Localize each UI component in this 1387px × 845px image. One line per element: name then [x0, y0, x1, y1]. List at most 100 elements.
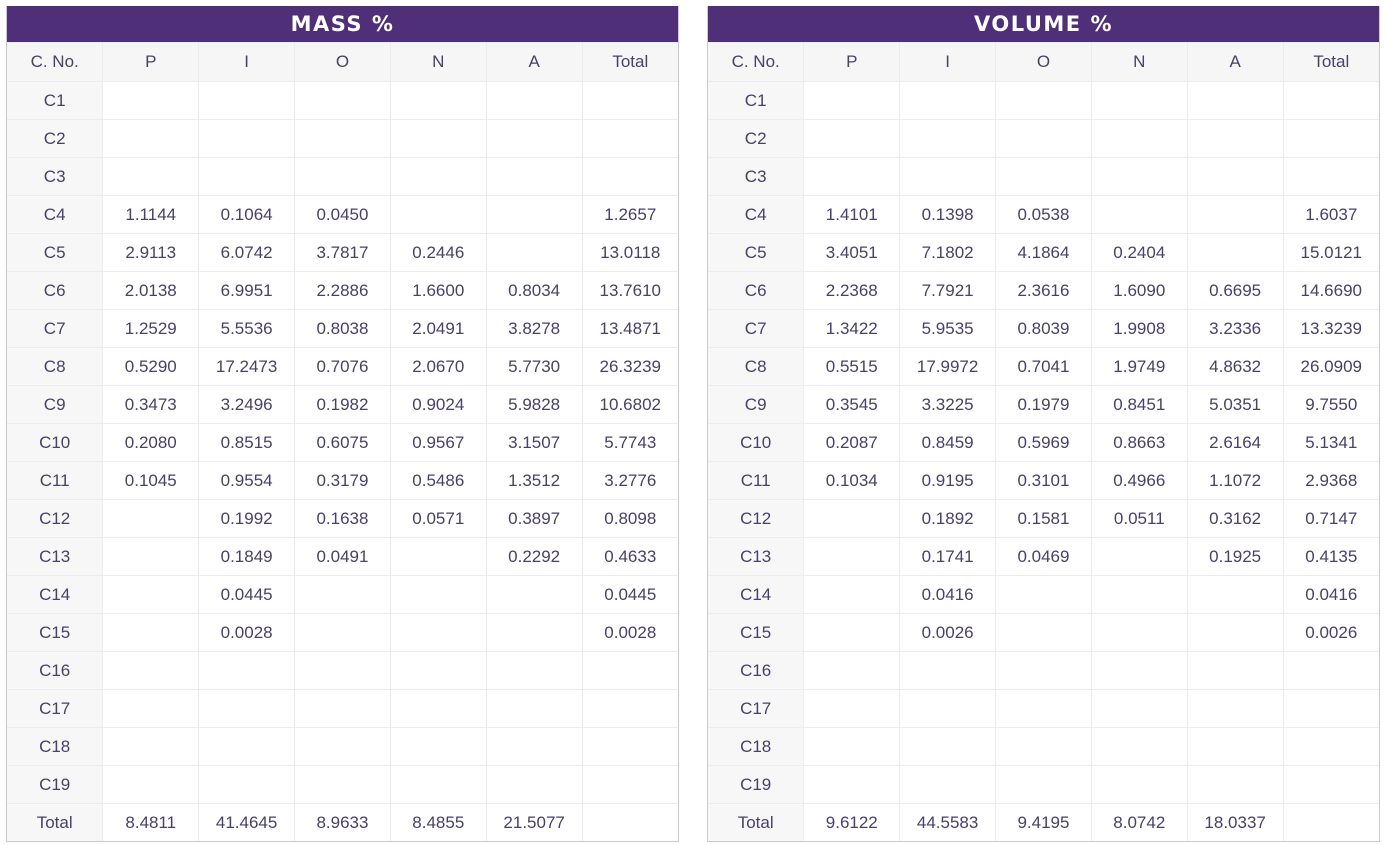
carbon-number-cell: C15	[7, 613, 104, 652]
carbon-number-cell: C8	[708, 347, 805, 386]
value-cell: 0.2404	[1090, 233, 1188, 272]
column-header: Total	[581, 42, 678, 82]
value-cell: 2.9113	[102, 233, 200, 272]
table-row: C8 0.5290 17.2473 0.7076 2.0670 5.7730 26.3239	[7, 347, 678, 386]
value-cell	[485, 727, 583, 766]
value-cell: 0.1892	[899, 499, 997, 538]
value-cell: 0.6695	[1186, 271, 1284, 310]
value-cell	[1186, 727, 1284, 766]
value-cell	[389, 727, 487, 766]
value-cell: 0.0416	[1282, 575, 1379, 614]
value-cell: 2.6164	[1186, 423, 1284, 462]
value-cell	[1090, 727, 1188, 766]
value-cell: 0.8038	[294, 309, 391, 348]
value-cell: 0.0469	[995, 537, 1092, 576]
value-cell	[198, 119, 296, 158]
value-cell: 0.3162	[1186, 499, 1284, 538]
table-row: C18	[7, 727, 678, 766]
value-cell	[1282, 689, 1379, 728]
table-row: C5 3.4051 7.1802 4.1864 0.2404 15.0121	[708, 233, 1379, 272]
value-cell	[1282, 651, 1379, 690]
value-cell	[803, 575, 901, 614]
value-cell: 9.7550	[1282, 385, 1379, 424]
value-cell: 0.5969	[995, 423, 1092, 462]
value-cell	[294, 157, 391, 196]
table-row: C1	[708, 81, 1379, 120]
table-row: C12 0.1892 0.1581 0.0511 0.3162 0.7147	[708, 499, 1379, 538]
value-cell	[389, 81, 487, 120]
column-header: I	[899, 42, 997, 82]
value-cell: 0.0445	[581, 575, 678, 614]
carbon-number-cell: C4	[708, 195, 805, 234]
value-cell	[1186, 765, 1284, 804]
value-cell: 0.0026	[899, 613, 997, 652]
table-row: C12 0.1992 0.1638 0.0571 0.3897 0.8098	[7, 499, 678, 538]
value-cell: 0.8515	[198, 423, 296, 462]
table-row: C5 2.9113 6.0742 3.7817 0.2446 13.0118	[7, 233, 678, 272]
table-row: C4 1.4101 0.1398 0.0538 1.6037	[708, 195, 1379, 234]
value-cell: 44.5583	[899, 803, 997, 841]
value-cell	[995, 689, 1092, 728]
value-cell	[389, 689, 487, 728]
value-cell: 0.1849	[198, 537, 296, 576]
table-row: C7 1.3422 5.9535 0.8039 1.9908 3.2336 13.3239	[708, 309, 1379, 348]
value-cell: 8.4855	[389, 803, 487, 841]
value-cell: 3.2496	[198, 385, 296, 424]
carbon-number-cell: C12	[708, 499, 805, 538]
table-row: C17	[7, 689, 678, 728]
table-row: C15 0.0026 0.0026	[708, 613, 1379, 652]
value-cell	[803, 81, 901, 120]
value-cell	[102, 119, 200, 158]
column-header: O	[995, 42, 1092, 82]
value-cell	[102, 727, 200, 766]
value-cell: 1.6037	[1282, 195, 1379, 234]
value-cell	[995, 81, 1092, 120]
value-cell	[1090, 157, 1188, 196]
value-cell: 0.1064	[198, 195, 296, 234]
carbon-number-cell: C3	[708, 157, 805, 196]
value-cell	[995, 157, 1092, 196]
value-cell: 5.7730	[485, 347, 583, 386]
value-cell: 8.9633	[294, 803, 391, 841]
value-cell: 0.7041	[995, 347, 1092, 386]
value-cell: 0.1741	[899, 537, 997, 576]
value-cell: 0.0450	[294, 195, 391, 234]
table-row: C6 2.0138 6.9951 2.2886 1.6600 0.8034 13.7610	[7, 271, 678, 310]
value-cell	[803, 537, 901, 576]
value-cell	[294, 651, 391, 690]
value-cell: 0.0511	[1090, 499, 1188, 538]
carbon-number-cell: C11	[708, 461, 805, 500]
table-row: C16	[7, 651, 678, 690]
column-header: P	[102, 42, 200, 82]
carbon-number-cell: C5	[708, 233, 805, 272]
carbon-number-cell: C1	[7, 81, 104, 120]
carbon-number-cell: C7	[7, 309, 104, 348]
value-cell	[1090, 195, 1188, 234]
value-cell	[485, 195, 583, 234]
value-cell: 1.4101	[803, 195, 901, 234]
value-cell: 1.9908	[1090, 309, 1188, 348]
value-cell: 0.1925	[1186, 537, 1284, 576]
value-cell: 0.0538	[995, 195, 1092, 234]
carbon-number-cell: C17	[7, 689, 104, 728]
value-cell	[198, 765, 296, 804]
value-cell	[803, 689, 901, 728]
value-cell: 0.7076	[294, 347, 391, 386]
carbon-number-cell: C13	[7, 537, 104, 576]
value-cell	[803, 119, 901, 158]
table-row: C3	[708, 157, 1379, 196]
value-cell: 1.6600	[389, 271, 487, 310]
value-cell: 1.3512	[485, 461, 583, 500]
value-cell	[198, 651, 296, 690]
value-cell: 2.2368	[803, 271, 901, 310]
value-cell: 0.2292	[485, 537, 583, 576]
value-cell: 13.3239	[1282, 309, 1379, 348]
value-cell	[899, 157, 997, 196]
value-cell	[995, 119, 1092, 158]
value-cell	[1282, 727, 1379, 766]
value-cell: 5.7743	[581, 423, 678, 462]
value-cell	[899, 119, 997, 158]
table-row: C17	[708, 689, 1379, 728]
table-row: C8 0.5515 17.9972 0.7041 1.9749 4.8632 26.0909	[708, 347, 1379, 386]
carbon-number-cell: C2	[7, 119, 104, 158]
